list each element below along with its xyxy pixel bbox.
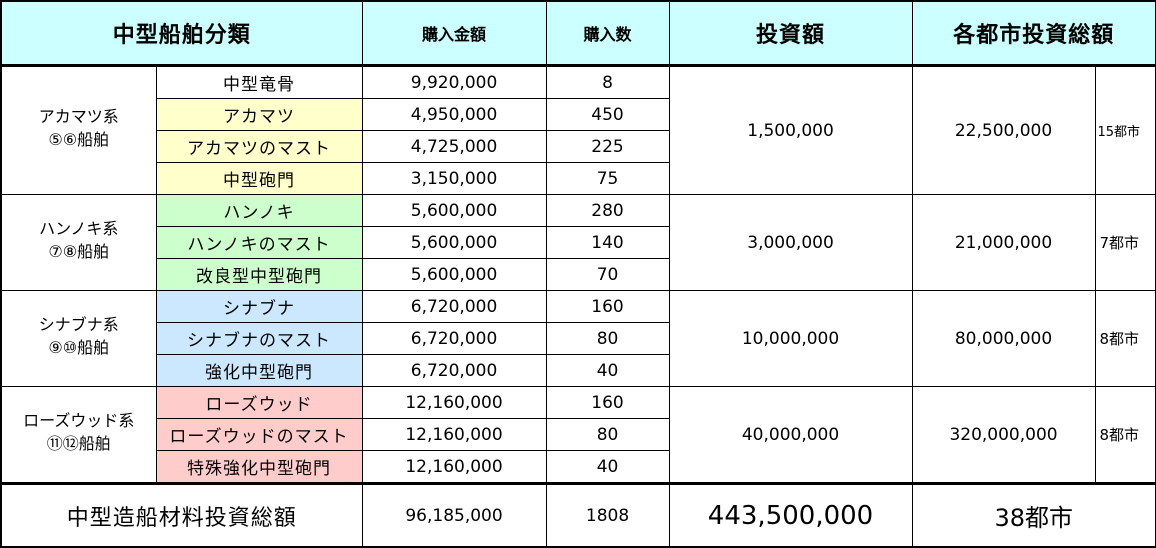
- item-name: 特殊強化中型砲門: [155, 450, 363, 484]
- total-amount: 96,185,000: [361, 482, 547, 548]
- table-row: 改良型中型砲門 5,600,000 70: [1, 258, 1156, 291]
- group-label: シナブナ系 ⑨⑩船舶: [0, 290, 157, 387]
- item-name: ハンノキ: [155, 194, 363, 227]
- header-row: 中型船舶分類 購入金額 購入数 投資額 各都市投資総額: [0, 0, 1156, 67]
- item-name: アカマツのマスト: [155, 130, 363, 163]
- total-investment: 443,500,000: [668, 482, 913, 548]
- table-row: ハンノキのマスト 5,600,000 140: [1, 226, 1156, 259]
- total-cities: 38都市: [911, 482, 1156, 548]
- item-count: 70: [545, 258, 670, 291]
- group-label: アカマツ系 ⑤⑥船舶: [0, 65, 157, 195]
- item-count: 8: [545, 65, 670, 99]
- group-investment: 3,000,000: [668, 194, 913, 291]
- item-amount: 12,160,000: [361, 418, 547, 451]
- item-count: 225: [545, 130, 670, 163]
- total-count: 1808: [545, 482, 670, 548]
- item-count: 160: [545, 386, 670, 419]
- header-city-total: 各都市投資総額: [911, 0, 1156, 67]
- item-count: 450: [545, 98, 670, 131]
- header-category: 中型船舶分類: [0, 0, 363, 67]
- item-name: ハンノキのマスト: [155, 226, 363, 259]
- table-row: ローズウッド系 ⑪⑫船舶 ローズウッド 12,160,000 160 40,000…: [0, 386, 1156, 484]
- item-amount: 9,920,000: [361, 65, 547, 99]
- item-amount: 4,725,000: [361, 130, 547, 163]
- item-name: シナブナ: [155, 290, 363, 323]
- table-row: 強化中型砲門 6,720,000 40: [1, 354, 1156, 387]
- item-name: アカマツ: [155, 98, 363, 131]
- item-amount: 5,600,000: [361, 194, 547, 227]
- table-row: シナブナ系 ⑨⑩船舶 シナブナ 6,720,000 160 10,000,000 …: [0, 290, 1156, 387]
- table-row: ハンノキ系 ⑦⑧船舶 ハンノキ 5,600,000 280 3,000,000 2…: [0, 194, 1156, 291]
- item-name: 中型砲門: [155, 162, 363, 195]
- item-count: 75: [545, 162, 670, 195]
- group-investment: 1,500,000: [668, 65, 913, 195]
- item-amount: 6,720,000: [361, 290, 547, 323]
- item-count: 80: [545, 322, 670, 355]
- group-city-total: 22,500,000: [911, 65, 1096, 195]
- total-row: 中型造船材料投資総額 96,185,000 1808 443,500,000 3…: [0, 482, 1156, 548]
- group-cities: 8都市: [1094, 290, 1156, 387]
- header-purchase-count: 購入数: [545, 0, 670, 67]
- item-count: 140: [545, 226, 670, 259]
- table-row: アカマツ 4,950,000 450: [1, 98, 1156, 131]
- group-cities: 8都市: [1094, 386, 1156, 484]
- header-investment: 投資額: [668, 0, 913, 67]
- group-city-total: 21,000,000: [911, 194, 1096, 291]
- item-amount: 12,160,000: [361, 386, 547, 419]
- group-label: ハンノキ系 ⑦⑧船舶: [0, 194, 157, 291]
- table-row: シナブナのマスト 6,720,000 80: [1, 322, 1156, 355]
- item-name: シナブナのマスト: [155, 322, 363, 355]
- total-label: 中型造船材料投資総額: [0, 482, 363, 548]
- group-investment: 10,000,000: [668, 290, 913, 387]
- item-amount: 4,950,000: [361, 98, 547, 131]
- header-purchase-amount: 購入金額: [361, 0, 547, 67]
- table-row: アカマツのマスト 4,725,000 225: [1, 130, 1156, 163]
- item-name: 改良型中型砲門: [155, 258, 363, 291]
- item-amount: 12,160,000: [361, 450, 547, 484]
- group-cities: 15都市: [1094, 65, 1156, 195]
- group-label: ローズウッド系 ⑪⑫船舶: [0, 386, 157, 484]
- item-amount: 5,600,000: [361, 258, 547, 291]
- group-investment: 40,000,000: [668, 386, 913, 484]
- item-amount: 6,720,000: [361, 354, 547, 387]
- item-count: 280: [545, 194, 670, 227]
- item-name: 強化中型砲門: [155, 354, 363, 387]
- item-count: 80: [545, 418, 670, 451]
- group-city-total: 80,000,000: [911, 290, 1096, 387]
- item-amount: 5,600,000: [361, 226, 547, 259]
- table-row: 中型砲門 3,150,000 75: [1, 162, 1156, 195]
- item-count: 40: [545, 354, 670, 387]
- item-amount: 6,720,000: [361, 322, 547, 355]
- table-row: アカマツ系 ⑤⑥船舶 中型竜骨 9,920,000 8 1,500,000 22,…: [0, 65, 1156, 195]
- item-name: ローズウッドのマスト: [155, 418, 363, 451]
- group-city-total: 320,000,000: [911, 386, 1096, 484]
- item-amount: 3,150,000: [361, 162, 547, 195]
- group-cities: 7都市: [1094, 194, 1156, 291]
- item-name: ローズウッド: [155, 386, 363, 419]
- item-count: 160: [545, 290, 670, 323]
- item-count: 40: [545, 450, 670, 484]
- table-row: ローズウッドのマスト 12,160,000 80: [1, 418, 1156, 451]
- item-name: 中型竜骨: [155, 65, 363, 99]
